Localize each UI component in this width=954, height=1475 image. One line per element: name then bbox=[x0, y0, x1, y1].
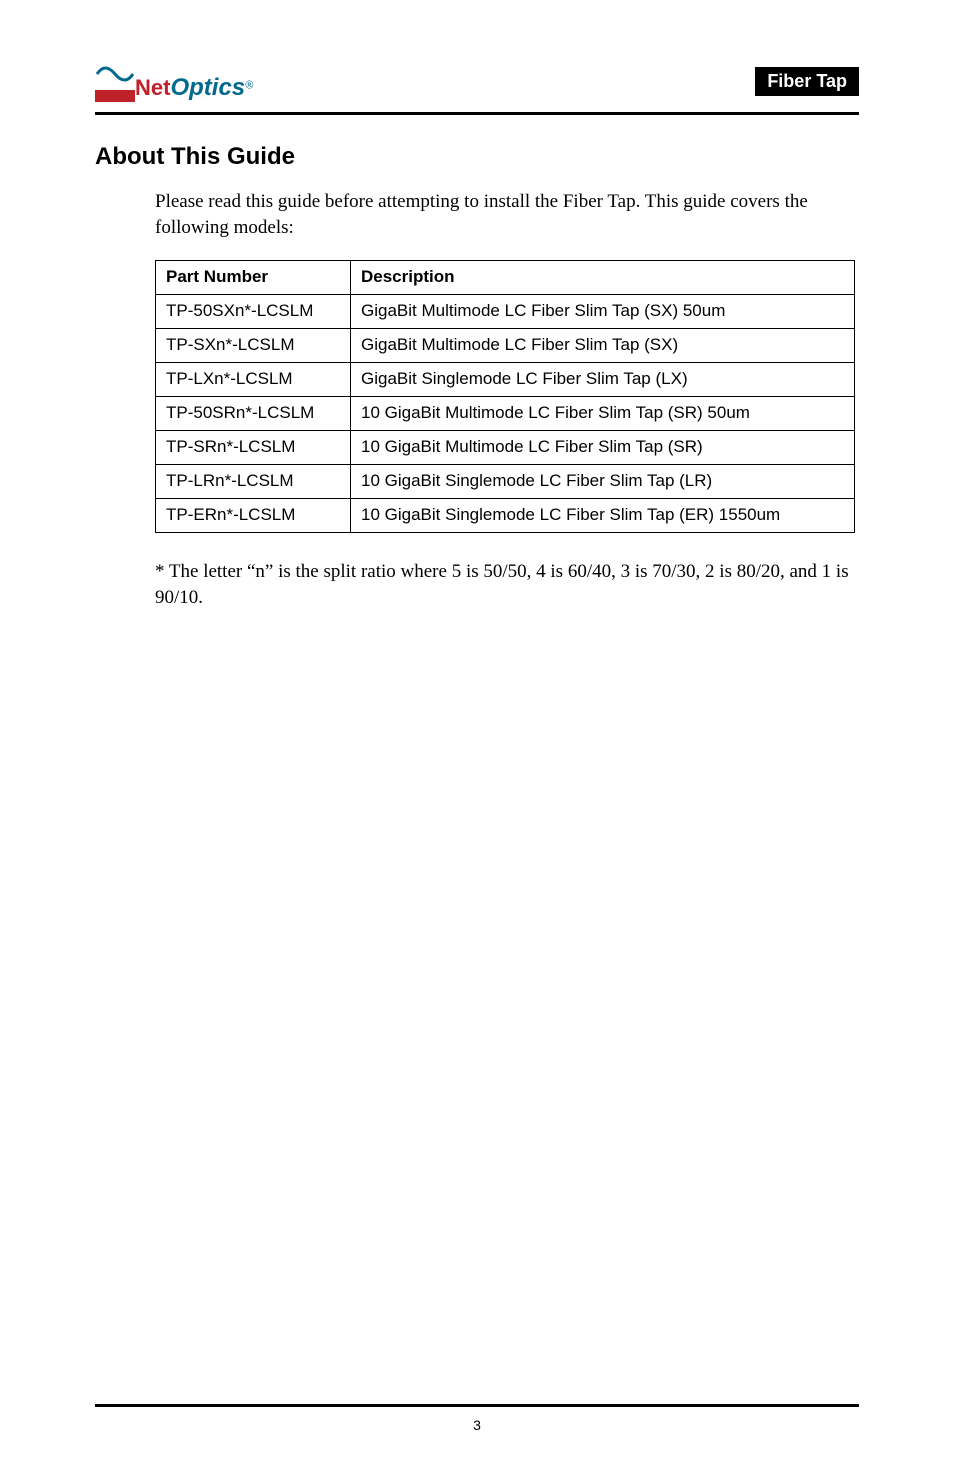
product-badge: Fiber Tap bbox=[755, 67, 859, 96]
description-cell: 10 GigaBit Multimode LC Fiber Slim Tap (… bbox=[351, 397, 855, 431]
section-heading: About This Guide bbox=[95, 143, 859, 171]
table-row: TP-LXn*-LCSLM GigaBit Singlemode LC Fibe… bbox=[156, 363, 855, 397]
table-row: TP-SXn*-LCSLM GigaBit Multimode LC Fiber… bbox=[156, 329, 855, 363]
col-header-part-number: Part Number bbox=[156, 261, 351, 295]
part-number-cell: TP-50SXn*-LCSLM bbox=[156, 295, 351, 329]
footnote-text: * The letter “n” is the split ratio wher… bbox=[155, 559, 859, 610]
logo-registered-mark: ® bbox=[245, 80, 253, 92]
brand-logo: NetOptics® bbox=[95, 60, 253, 102]
logo-wave-icon bbox=[95, 60, 135, 102]
part-number-cell: TP-LRn*-LCSLM bbox=[156, 465, 351, 499]
parts-table: Part Number Description TP-50SXn*-LCSLM … bbox=[155, 260, 855, 533]
table-row: TP-50SXn*-LCSLM GigaBit Multimode LC Fib… bbox=[156, 295, 855, 329]
part-number-cell: TP-50SRn*-LCSLM bbox=[156, 397, 351, 431]
part-number-cell: TP-SRn*-LCSLM bbox=[156, 431, 351, 465]
description-cell: 10 GigaBit Singlemode LC Fiber Slim Tap … bbox=[351, 499, 855, 533]
table-row: TP-ERn*-LCSLM 10 GigaBit Singlemode LC F… bbox=[156, 499, 855, 533]
intro-paragraph: Please read this guide before attempting… bbox=[155, 189, 859, 240]
table-header-row: Part Number Description bbox=[156, 261, 855, 295]
description-cell: GigaBit Multimode LC Fiber Slim Tap (SX) bbox=[351, 329, 855, 363]
logo-optics-text: Optics bbox=[170, 74, 245, 101]
table-row: TP-50SRn*-LCSLM 10 GigaBit Multimode LC … bbox=[156, 397, 855, 431]
part-number-cell: TP-ERn*-LCSLM bbox=[156, 499, 351, 533]
col-header-description: Description bbox=[351, 261, 855, 295]
description-cell: 10 GigaBit Multimode LC Fiber Slim Tap (… bbox=[351, 431, 855, 465]
page-footer: 3 bbox=[95, 1404, 859, 1435]
page-number: 3 bbox=[473, 1417, 481, 1433]
table-row: TP-LRn*-LCSLM 10 GigaBit Singlemode LC F… bbox=[156, 465, 855, 499]
logo-net-text: Net bbox=[135, 75, 170, 100]
footer-divider bbox=[95, 1404, 859, 1407]
description-cell: 10 GigaBit Singlemode LC Fiber Slim Tap … bbox=[351, 465, 855, 499]
table-row: TP-SRn*-LCSLM 10 GigaBit Multimode LC Fi… bbox=[156, 431, 855, 465]
description-cell: GigaBit Multimode LC Fiber Slim Tap (SX)… bbox=[351, 295, 855, 329]
part-number-cell: TP-SXn*-LCSLM bbox=[156, 329, 351, 363]
part-number-cell: TP-LXn*-LCSLM bbox=[156, 363, 351, 397]
logo-text: NetOptics® bbox=[135, 74, 253, 102]
header-divider bbox=[95, 112, 859, 115]
page-header: NetOptics® Fiber Tap bbox=[95, 60, 859, 102]
description-cell: GigaBit Singlemode LC Fiber Slim Tap (LX… bbox=[351, 363, 855, 397]
